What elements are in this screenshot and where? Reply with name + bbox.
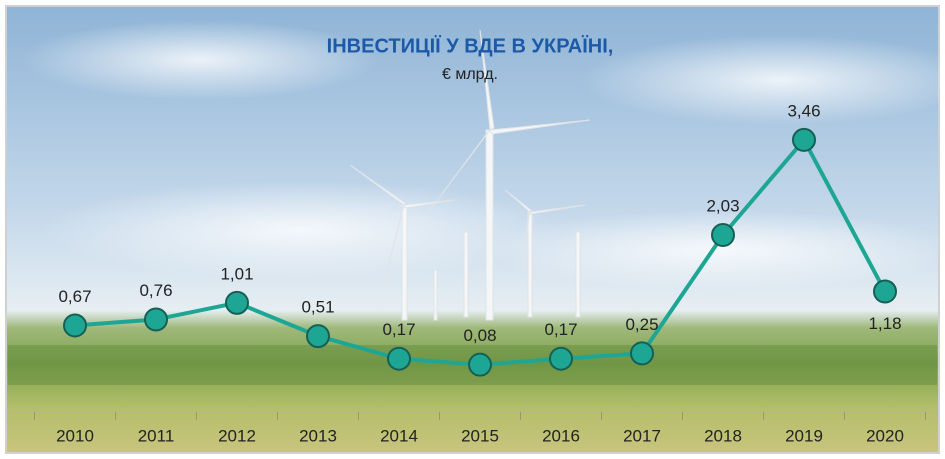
point — [388, 348, 410, 370]
x-tick-label: 2010 — [56, 426, 94, 445]
x-tick-label: 2011 — [138, 426, 175, 445]
value-label: 2,03 — [706, 196, 739, 215]
value-label: 0,25 — [625, 315, 658, 334]
point — [145, 308, 167, 330]
x-tick-label: 2018 — [704, 426, 742, 445]
value-label: 0,51 — [301, 298, 334, 317]
value-label: 0,17 — [382, 320, 415, 339]
x-tick-label: 2016 — [542, 426, 580, 445]
value-label: 1,01 — [220, 264, 253, 283]
value-label: 0,76 — [139, 281, 172, 300]
point — [712, 224, 734, 246]
page: ІНВЕСТИЦІЇ У ВДЕ В УКРАЇНІ, € млрд. 2010… — [0, 0, 945, 459]
x-tick-label: 2012 — [218, 426, 256, 445]
x-tick-label: 2020 — [866, 426, 904, 445]
x-tick-label: 2013 — [299, 426, 337, 445]
x-tick-label: 2019 — [785, 426, 823, 445]
point — [307, 325, 329, 347]
point — [64, 314, 86, 336]
x-tick-label: 2014 — [380, 426, 418, 445]
point — [793, 129, 815, 151]
cloud — [40, 180, 560, 280]
value-label: 0,17 — [544, 320, 577, 339]
x-tick-label: 2015 — [461, 426, 499, 445]
value-label: 0,67 — [58, 287, 91, 306]
chart: ІНВЕСТИЦІЇ У ВДЕ В УКРАЇНІ, € млрд. 2010… — [0, 0, 945, 459]
point — [631, 342, 653, 364]
value-label: 0,08 — [463, 326, 496, 345]
chart-subtitle: € млрд. — [442, 66, 498, 83]
cloud — [20, 20, 380, 100]
point — [874, 281, 896, 303]
point — [226, 292, 248, 314]
value-label: 1,18 — [868, 314, 901, 333]
point — [469, 354, 491, 376]
x-tick-label: 2017 — [623, 426, 661, 445]
value-label: 3,46 — [787, 101, 820, 120]
point — [550, 348, 572, 370]
chart-title: ІНВЕСТИЦІЇ У ВДЕ В УКРАЇНІ, — [327, 34, 614, 57]
